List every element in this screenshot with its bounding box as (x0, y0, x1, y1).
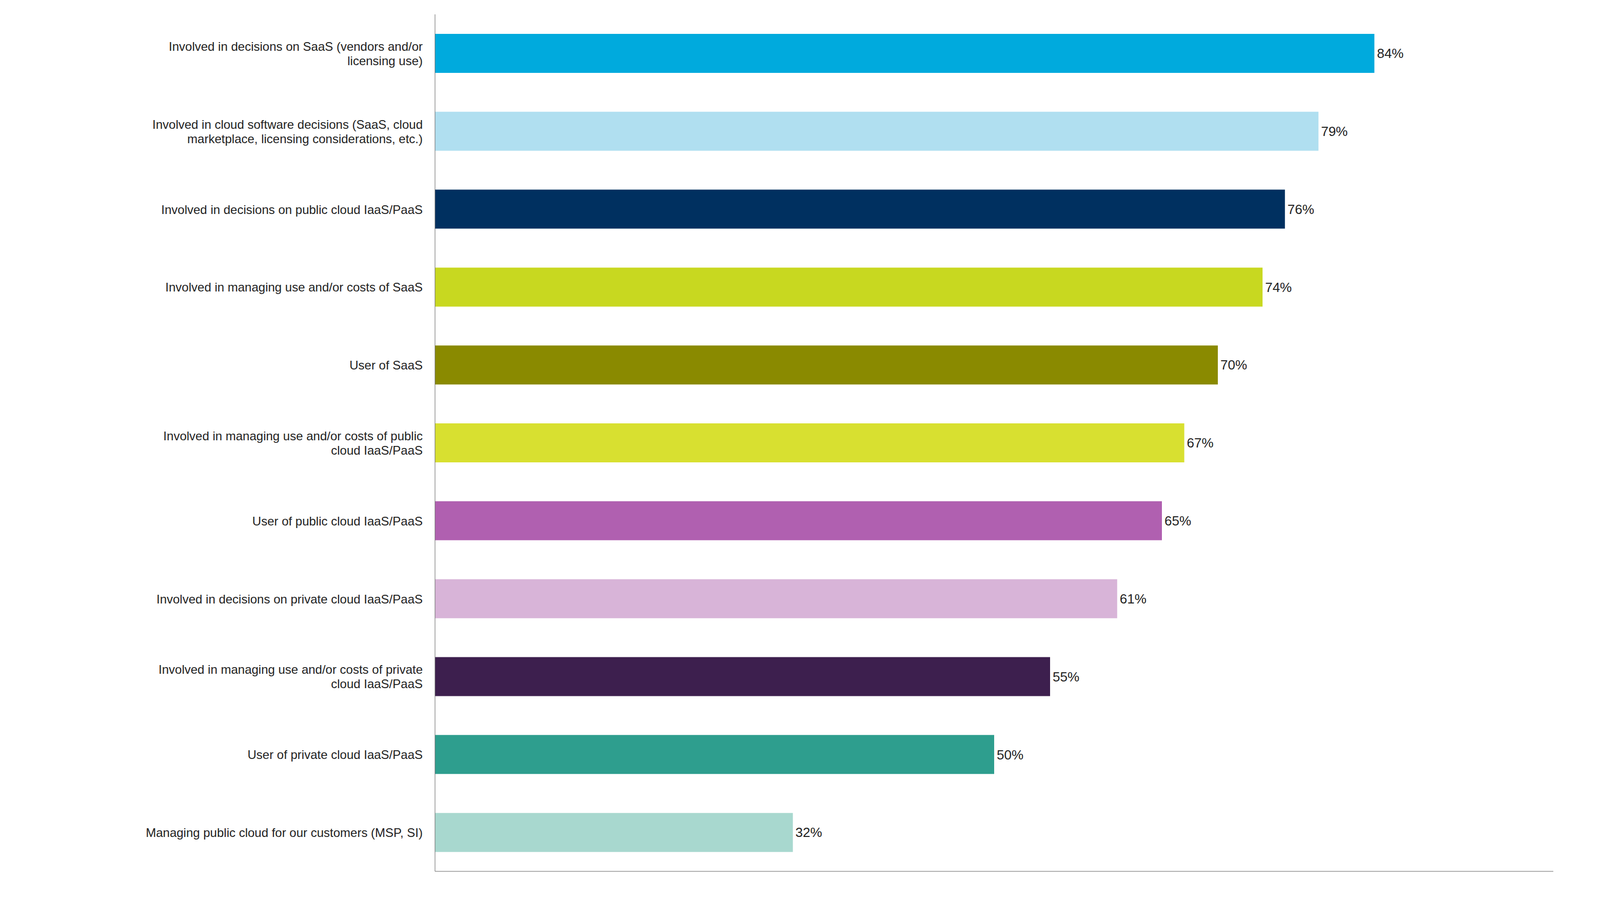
svg-text:74%: 74% (1265, 279, 1292, 295)
svg-text:65%: 65% (1164, 512, 1192, 529)
svg-text:67%: 67% (1187, 435, 1214, 451)
svg-text:55%: 55% (1052, 668, 1080, 685)
svg-text:Involved in managing use and/o: Involved in managing use and/or costs of… (158, 662, 423, 691)
svg-text:Involved in decisions on priva: Involved in decisions on private cloud I… (156, 591, 423, 606)
svg-text:84%: 84% (1376, 45, 1404, 62)
svg-text:79%: 79% (1320, 123, 1348, 140)
svg-text:User of public cloud IaaS/PaaS: User of public cloud IaaS/PaaS (252, 513, 423, 528)
svg-text:Involved in managing use and/o: Involved in managing use and/or costs of… (165, 280, 423, 294)
svg-text:User of SaaS: User of SaaS (349, 358, 423, 372)
svg-text:Involved in decisions on SaaS: Involved in decisions on SaaS (vendors a… (168, 38, 423, 68)
svg-text:Involved in managing use and/o: Involved in managing use and/or costs of… (163, 428, 423, 458)
svg-text:76%: 76% (1287, 201, 1315, 217)
svg-text:Involved in cloud software dec: Involved in cloud software decisions (Sa… (152, 116, 423, 146)
svg-text:70%: 70% (1220, 357, 1248, 373)
svg-text:Involved in decisions on publi: Involved in decisions on public cloud Ia… (161, 202, 423, 216)
svg-text:32%: 32% (795, 824, 823, 840)
svg-text:Managing public cloud for our: Managing public cloud for our customers … (145, 825, 423, 840)
svg-text:User of private cloud IaaS/Paa: User of private cloud IaaS/PaaS (247, 747, 423, 762)
svg-text:50%: 50% (996, 746, 1024, 763)
svg-text:61%: 61% (1119, 590, 1147, 607)
